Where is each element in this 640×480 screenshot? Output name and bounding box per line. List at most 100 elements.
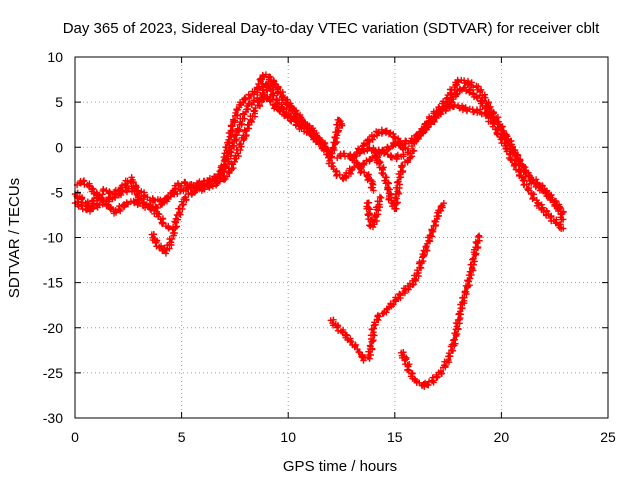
marker-run bbox=[367, 178, 377, 191]
marker-run bbox=[229, 109, 241, 130]
marker-run bbox=[110, 202, 124, 217]
data-point bbox=[338, 122, 345, 129]
data-point bbox=[408, 153, 416, 160]
data-point bbox=[560, 216, 567, 223]
marker-run bbox=[373, 194, 385, 211]
marker-run bbox=[516, 168, 528, 185]
data-points bbox=[71, 71, 567, 390]
y-tick-label: 5 bbox=[55, 94, 63, 110]
x-tick-label: 10 bbox=[280, 429, 296, 445]
marker-run bbox=[100, 186, 114, 197]
y-tick-label: -20 bbox=[43, 320, 63, 336]
series-track-12 bbox=[398, 232, 483, 390]
series-track-5 bbox=[255, 71, 346, 160]
marker-run bbox=[279, 108, 290, 120]
marker-run bbox=[172, 205, 186, 222]
data-point bbox=[165, 225, 173, 232]
data-point bbox=[410, 147, 418, 155]
marker-run bbox=[380, 304, 393, 317]
marker-run bbox=[404, 154, 414, 164]
marker-run bbox=[437, 102, 450, 115]
data-point bbox=[400, 151, 407, 158]
marker-run bbox=[301, 121, 313, 133]
marker-run bbox=[413, 254, 427, 277]
marker-run bbox=[427, 221, 439, 239]
data-point bbox=[475, 232, 483, 239]
y-tick-label: -15 bbox=[43, 275, 63, 291]
marker-run bbox=[454, 299, 468, 324]
data-point bbox=[560, 209, 567, 216]
marker-run bbox=[462, 265, 476, 290]
data-point bbox=[440, 200, 448, 207]
marker-run bbox=[238, 121, 253, 141]
marker-run bbox=[432, 107, 445, 122]
series-track-11 bbox=[327, 200, 448, 364]
x-tick-label: 0 bbox=[71, 429, 79, 445]
x-tick-label: 20 bbox=[494, 429, 510, 445]
marker-run bbox=[211, 166, 228, 183]
marker-run bbox=[351, 343, 363, 356]
marker-run bbox=[360, 136, 373, 148]
data-point bbox=[370, 187, 377, 194]
series-track-10 bbox=[353, 144, 407, 163]
series-track-3 bbox=[73, 177, 173, 232]
marker-run bbox=[117, 184, 132, 197]
marker-run bbox=[358, 168, 371, 179]
x-axis-label: GPS time / hours bbox=[283, 458, 397, 475]
data-point bbox=[560, 225, 567, 232]
marker-run bbox=[507, 137, 519, 157]
marker-run bbox=[445, 340, 459, 364]
marker-run bbox=[314, 135, 327, 152]
y-tick-label: -10 bbox=[43, 230, 63, 246]
marker-run bbox=[527, 174, 541, 188]
marker-run bbox=[360, 353, 373, 364]
x-tick-label: 25 bbox=[600, 429, 616, 445]
y-axis-label: SDTVAR / TECUs bbox=[6, 178, 23, 298]
marker-run bbox=[458, 102, 469, 114]
marker-run bbox=[128, 174, 142, 194]
marker-run bbox=[236, 94, 249, 106]
marker-run bbox=[399, 144, 412, 156]
marker-run bbox=[177, 184, 191, 195]
marker-run bbox=[226, 152, 240, 173]
marker-run bbox=[365, 144, 379, 155]
marker-run bbox=[507, 156, 522, 174]
series-track-14 bbox=[412, 101, 567, 232]
axis-ticks: 0 5 10 15 20 25 -30 -25 -20 -15 -10 -5 0 5 10 bbox=[43, 49, 616, 445]
series-track-8 bbox=[334, 150, 377, 194]
marker-run bbox=[367, 218, 378, 231]
data-point bbox=[376, 193, 384, 201]
marker-run bbox=[221, 149, 235, 172]
marker-run bbox=[233, 115, 248, 139]
y-tick-label: -5 bbox=[51, 184, 64, 200]
marker-run bbox=[435, 202, 446, 214]
y-tick-label: 10 bbox=[47, 49, 63, 65]
series-track-9 bbox=[363, 193, 385, 231]
marker-run bbox=[359, 144, 373, 155]
marker-run bbox=[161, 245, 173, 257]
marker-run bbox=[424, 374, 437, 389]
marker-run bbox=[520, 163, 534, 180]
chart-title: Day 365 of 2023, Sidereal Day-to-day VTE… bbox=[63, 20, 600, 37]
x-tick-label: 15 bbox=[387, 429, 403, 445]
marker-run bbox=[460, 84, 474, 96]
marker-run bbox=[193, 177, 208, 187]
series-track-7 bbox=[372, 153, 416, 213]
marker-run bbox=[233, 135, 248, 160]
marker-run bbox=[486, 104, 502, 122]
marker-run bbox=[450, 316, 463, 344]
marker-run bbox=[169, 216, 182, 237]
y-tick-label: -25 bbox=[43, 365, 63, 381]
marker-run bbox=[98, 196, 110, 210]
marker-run bbox=[381, 149, 396, 161]
marker-run bbox=[462, 77, 473, 89]
marker-run bbox=[245, 97, 258, 108]
marker-run bbox=[468, 79, 482, 91]
x-tick-label: 5 bbox=[178, 429, 186, 445]
marker-run bbox=[467, 249, 480, 274]
marker-run bbox=[392, 178, 403, 202]
y-tick-label: 0 bbox=[55, 139, 63, 155]
marker-run bbox=[124, 197, 138, 208]
